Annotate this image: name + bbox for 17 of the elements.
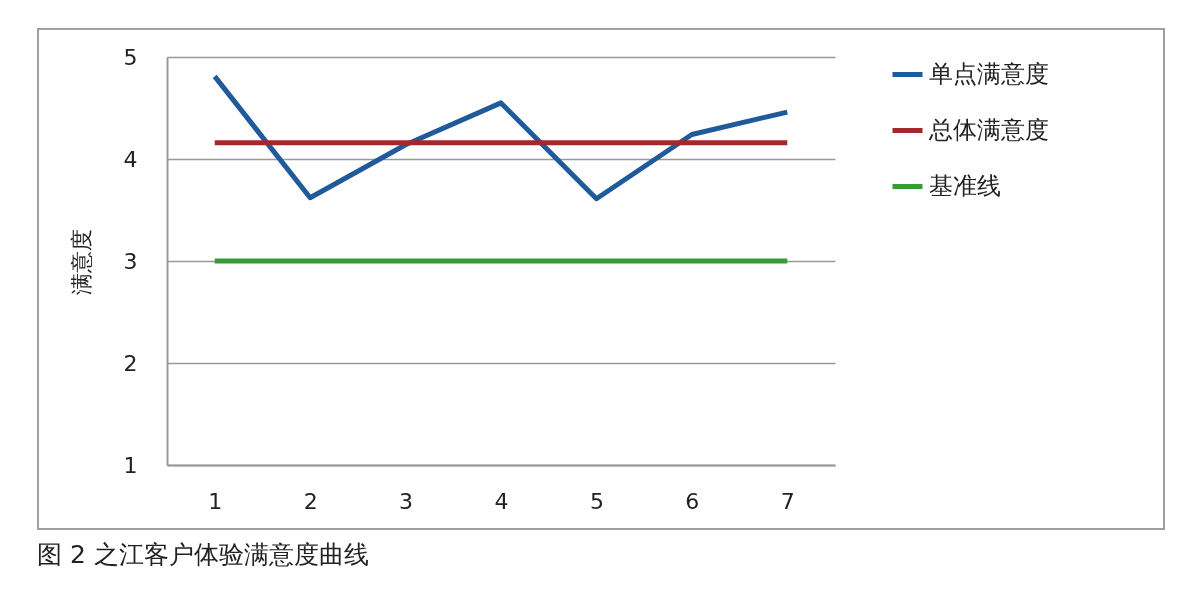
x-tick-label: 5 — [589, 488, 604, 514]
x-tick-label: 1 — [208, 488, 223, 514]
x-tick-label: 4 — [494, 488, 509, 514]
y-tick-label: 1 — [123, 452, 138, 478]
x-tick-label: 3 — [399, 488, 414, 514]
y-tick-label: 5 — [123, 44, 138, 70]
caption: 图 2 之江客户体验满意度曲线 — [37, 539, 369, 571]
y-tick-label: 4 — [123, 146, 138, 172]
legend-label: 总体满意度 — [928, 115, 1049, 144]
y-tick-label: 3 — [123, 248, 138, 274]
x-tick-label: 2 — [303, 488, 318, 514]
y-tick-label: 2 — [123, 350, 138, 376]
legend-label: 单点满意度 — [929, 59, 1049, 88]
y-axis-title: 满意度 — [68, 228, 94, 295]
legend-label: 基准线 — [929, 171, 1001, 200]
x-tick-label: 6 — [685, 488, 700, 514]
x-tick-label: 7 — [780, 488, 795, 514]
